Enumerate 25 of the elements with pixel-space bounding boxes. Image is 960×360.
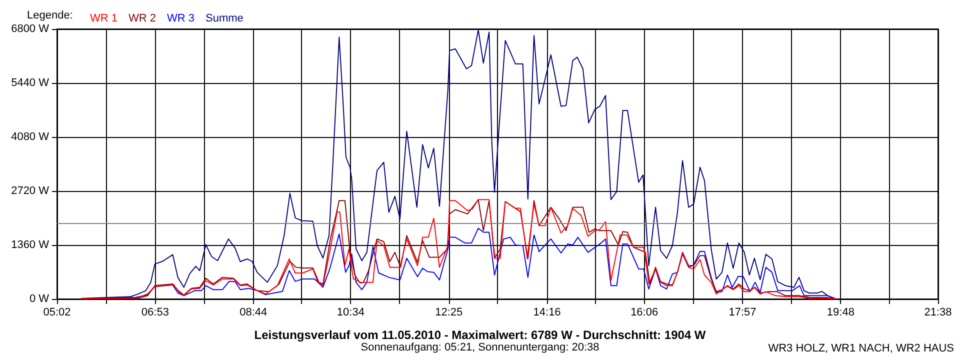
text: WR 1 <box>90 12 118 24</box>
text: Sonnenaufgang: 05:21, Sonnenuntergang: 20:38 <box>360 342 600 354</box>
x-tick-label: 21:38 <box>924 306 952 318</box>
x-tick-label: 14:16 <box>533 306 561 318</box>
text: Leistungsverlauf vom 11.05.2010 - Maximalwert: 6789 W - Durchschnitt: 1904 W <box>254 328 706 342</box>
text: Summe <box>206 12 244 24</box>
x-tick-label: 08:44 <box>240 306 268 318</box>
y-tick-label: 2720 W <box>11 185 50 197</box>
x-tick-label: 16:06 <box>630 306 658 318</box>
y-tick-label: 6800 W <box>11 23 50 35</box>
x-tick-label: 17:57 <box>728 306 756 318</box>
y-tick-label: 4080 W <box>11 131 50 143</box>
text: WR 2 <box>128 12 156 24</box>
text: WR 3 <box>167 12 194 24</box>
x-tick-label: 19:48 <box>826 306 854 318</box>
x-tick-label: 10:34 <box>336 306 364 318</box>
y-tick-label: 0 W <box>29 293 50 305</box>
y-tick-label: 1360 W <box>11 239 50 251</box>
text: WR3 HOLZ, WR1 NACH, WR2 HAUS <box>768 342 954 354</box>
x-tick-label: 05:02 <box>43 306 71 318</box>
legend-title: Legende: <box>27 10 73 22</box>
y-tick-label: 5440 W <box>11 77 50 89</box>
x-tick-label: 06:53 <box>141 306 169 318</box>
x-tick-label: 12:25 <box>435 306 463 318</box>
line-series <box>81 199 837 300</box>
